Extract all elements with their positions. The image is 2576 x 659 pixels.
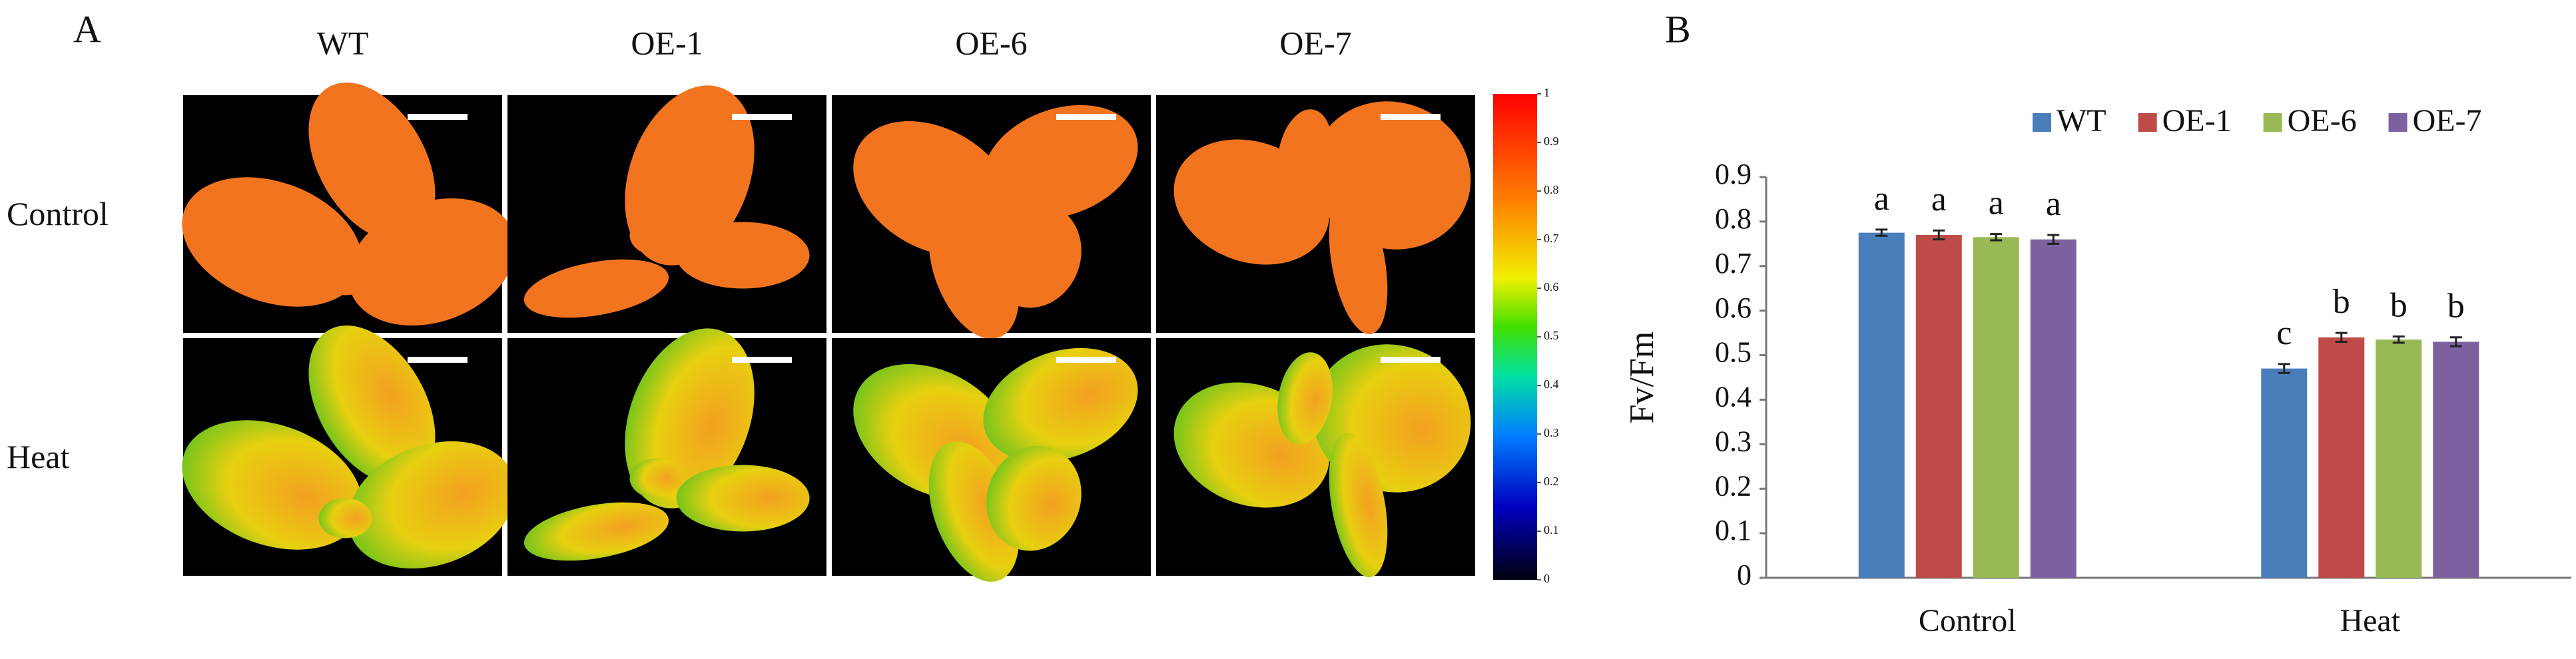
y-axis-label: Fv/Fm xyxy=(1623,331,1661,424)
error-bar xyxy=(2278,363,2290,374)
significance-letter: a xyxy=(1931,180,1947,218)
legend-swatch xyxy=(2263,113,2282,132)
colorbar-tick-label: 0.5 xyxy=(1544,329,1559,342)
legend-swatch xyxy=(2138,113,2157,132)
column-label: OE-6 xyxy=(955,24,1027,61)
column-label: OE-1 xyxy=(631,24,703,61)
column-label: WT xyxy=(317,24,369,61)
leaf xyxy=(1277,109,1333,202)
leaf xyxy=(983,347,1138,463)
bar xyxy=(1973,237,2019,578)
y-tick-label: 0.8 xyxy=(1715,202,1752,235)
image-panel: WT OE-1 OE-6 OE-7 Control Heat 0 0.1 0.2 0.3 0.4 0.… xyxy=(7,24,1559,585)
bar xyxy=(2261,368,2308,578)
significance-letter: b xyxy=(2333,283,2350,321)
x-tick-label: Heat xyxy=(2340,603,2400,638)
panel-label: A xyxy=(73,7,101,51)
y-tick-label: 0.7 xyxy=(1715,247,1752,280)
colorbar-tick-label: 0.4 xyxy=(1544,377,1559,391)
error-bar xyxy=(1875,228,1888,237)
bar xyxy=(2376,339,2422,578)
bar xyxy=(2433,341,2479,578)
colorbar-tick-label: 0.6 xyxy=(1544,280,1559,294)
legend-swatch xyxy=(2388,113,2408,132)
bar xyxy=(2318,337,2365,578)
colorbar-tick-label: 0.8 xyxy=(1544,183,1559,196)
y-tick-label: 0.2 xyxy=(1715,469,1752,502)
y-tick-label: 0.1 xyxy=(1715,514,1752,547)
bar xyxy=(1915,234,1962,578)
significance-letter: a xyxy=(1874,180,1889,218)
leaf xyxy=(986,445,1082,551)
error-bar xyxy=(1933,229,1945,241)
leaf xyxy=(983,105,1138,220)
legend-label: OE-6 xyxy=(2288,103,2357,138)
legend-label: WT xyxy=(2057,103,2106,138)
leaf xyxy=(676,465,810,532)
colorbar-tick-label: 0.7 xyxy=(1544,232,1559,245)
colorbar-tick-label: 0 xyxy=(1544,572,1550,585)
column-label: OE-7 xyxy=(1279,24,1351,61)
leaf xyxy=(348,441,516,569)
scale-bar xyxy=(408,114,468,120)
error-bar xyxy=(2449,336,2462,347)
error-bar xyxy=(2335,331,2348,343)
scale-bar xyxy=(1381,114,1441,120)
leaf xyxy=(1329,432,1388,578)
significance-letter: b xyxy=(2447,288,2465,326)
leaf xyxy=(182,420,362,550)
legend-label: OE-7 xyxy=(2413,103,2482,138)
leaf xyxy=(318,498,372,539)
legend-label: OE-1 xyxy=(2162,103,2232,138)
row-label: Heat xyxy=(7,438,69,475)
leaf xyxy=(308,326,436,485)
leaf xyxy=(523,259,669,318)
leaf xyxy=(308,83,436,242)
leaf xyxy=(182,177,362,307)
leaf xyxy=(1277,352,1333,445)
colorbar-tick-label: 0.2 xyxy=(1544,475,1559,488)
scale-bar xyxy=(732,114,792,120)
colorbar xyxy=(1493,94,1537,580)
scale-bar xyxy=(408,357,468,363)
scale-bar xyxy=(1056,357,1116,363)
colorbar-tick-label: 0.1 xyxy=(1544,523,1559,537)
scale-bar xyxy=(1381,357,1441,363)
legend-swatch xyxy=(2033,113,2051,132)
leaf xyxy=(1329,189,1388,335)
leaf xyxy=(629,215,683,256)
y-tick-label: 0.4 xyxy=(1715,381,1752,413)
error-bar xyxy=(2392,335,2405,344)
bar xyxy=(1858,232,1905,578)
row-label: Control xyxy=(7,195,109,232)
x-tick-label: Control xyxy=(1919,603,2017,638)
scale-bar xyxy=(732,357,792,363)
scale-bar xyxy=(1056,114,1116,120)
panel-label: B xyxy=(1665,7,1691,51)
leaf xyxy=(348,198,516,326)
y-tick-label: 0 xyxy=(1737,558,1752,591)
bar xyxy=(2030,239,2077,578)
significance-letter: c xyxy=(2276,314,2292,352)
bar-chart: 0 0.1 0.2 0.3 0.4 0.5 0.6 0.7 0.8 0.9 Fv/Fm Control… xyxy=(1623,103,2571,638)
significance-letter: b xyxy=(2390,286,2408,324)
significance-letter: a xyxy=(1989,184,2004,222)
colorbar-tick-label: 1 xyxy=(1544,86,1550,99)
colorbar-tick-label: 0.3 xyxy=(1544,426,1559,439)
y-tick-label: 0.3 xyxy=(1715,425,1752,457)
leaf xyxy=(986,202,1082,308)
colorbar-tick-label: 0.9 xyxy=(1544,134,1559,148)
leaf xyxy=(629,458,683,499)
y-tick-label: 0.5 xyxy=(1715,336,1752,369)
significance-letter: a xyxy=(2046,185,2061,223)
y-tick-label: 0.9 xyxy=(1715,158,1752,190)
leaf xyxy=(318,255,372,296)
leaf xyxy=(676,222,810,289)
leaf xyxy=(523,502,669,561)
error-bar xyxy=(1990,233,2003,242)
error-bar xyxy=(2047,234,2060,245)
y-tick-label: 0.6 xyxy=(1715,292,1752,324)
